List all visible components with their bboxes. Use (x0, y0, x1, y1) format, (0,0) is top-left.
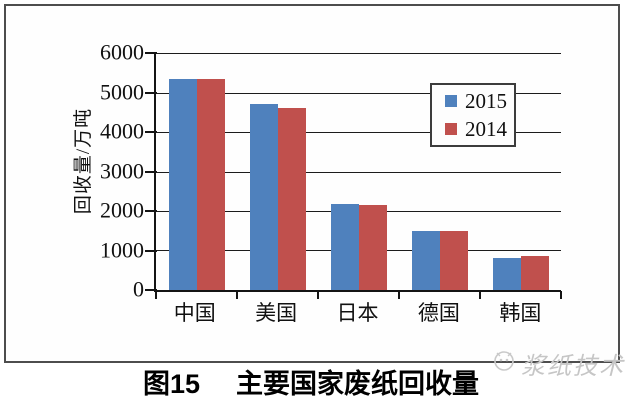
y-tick-label: 0 (133, 276, 144, 302)
y-tick-mark (145, 210, 157, 212)
bar-2015-usa (249, 104, 278, 290)
y-tick-mark (145, 289, 157, 291)
legend-box: 2015 2014 (430, 83, 516, 147)
y-tick-mark (145, 170, 157, 173)
bar-2014-japan (358, 205, 387, 290)
x-tick-mark (155, 291, 157, 299)
figure-title: 主要国家废纸回收量 (236, 369, 480, 399)
bar-2014-china (196, 79, 225, 290)
legend-entry-2014: 2014 (445, 116, 514, 141)
bar-2015-china (168, 79, 197, 290)
y-tick-label: 2000 (100, 197, 144, 223)
y-tick-label: 1000 (100, 236, 144, 262)
x-tick-mark (317, 291, 319, 299)
x-label-korea: 韩国 (499, 301, 542, 325)
legend-label-2014: 2014 (465, 116, 507, 141)
y-tick-mark (145, 91, 157, 94)
bar-2014-korea (520, 256, 549, 290)
bar-group-korea (480, 53, 561, 290)
gridline-4000 (156, 131, 561, 133)
x-tick-mark (398, 291, 400, 299)
y-tick-label: 3000 (100, 157, 144, 183)
bar-2015-japan (330, 204, 359, 290)
legend-swatch-2014-icon (445, 123, 457, 135)
legend-label-2015: 2015 (465, 88, 507, 113)
figure-number: 图15 (142, 369, 201, 399)
bar-2015-germany (411, 231, 440, 290)
face-logo-icon (492, 348, 516, 379)
y-tick-mark (145, 52, 157, 54)
y-tick-mark (145, 131, 157, 133)
y-tick-label: 4000 (100, 118, 144, 144)
bar-group-china (156, 53, 237, 290)
bar-2014-usa (277, 108, 306, 290)
gridline-3000 (156, 171, 561, 173)
gridline-6000 (156, 53, 561, 54)
y-tick-label: 6000 (100, 39, 144, 65)
y-tick-label: 5000 (100, 78, 144, 104)
x-axis-labels: 中国 美国 日本 德国 韩国 (154, 297, 561, 327)
bar-group-usa (237, 53, 318, 290)
x-label-china: 中国 (173, 301, 216, 325)
x-tick-mark (479, 291, 481, 299)
bar-group-germany (399, 53, 480, 290)
x-label-germany: 德国 (417, 301, 460, 325)
chart-frame (4, 4, 620, 363)
figure-caption: 图15 主要国家废纸回收量 (0, 362, 622, 400)
legend-swatch-2015-icon (445, 95, 457, 107)
watermark: 浆纸技术 (492, 346, 625, 381)
x-tick-mark (236, 291, 238, 299)
bar-groups (156, 53, 561, 290)
bar-group-japan (318, 53, 399, 290)
y-tick-mark (145, 249, 157, 252)
plot-area (154, 53, 562, 299)
gridline-5000 (156, 92, 561, 94)
legend-entry-2015: 2015 (445, 88, 514, 113)
x-label-usa: 美国 (255, 301, 298, 325)
x-tick-mark (560, 291, 562, 299)
bar-2015-korea (492, 258, 521, 290)
watermark-text: 浆纸技术 (521, 354, 625, 380)
x-label-japan: 日本 (336, 301, 379, 325)
bar-2014-germany (439, 230, 468, 290)
